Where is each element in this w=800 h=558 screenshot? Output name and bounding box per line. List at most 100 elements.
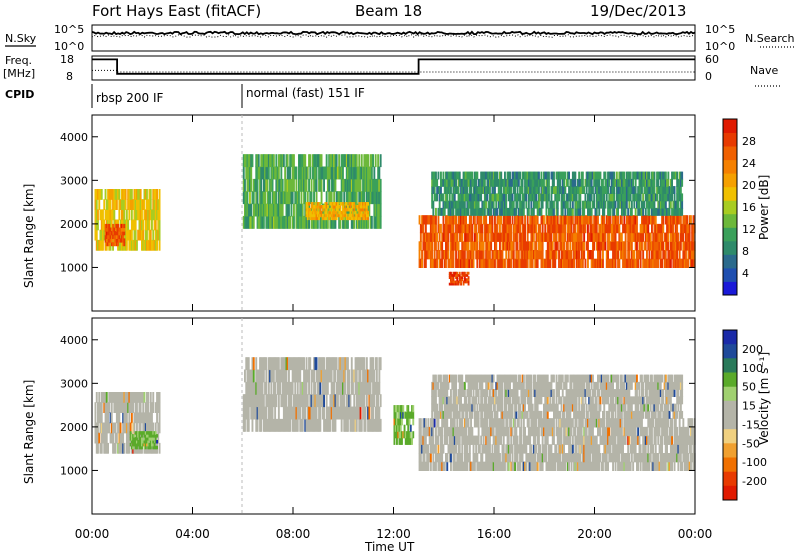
power-echo-cell <box>283 154 285 167</box>
power-echo-cell <box>528 208 530 216</box>
power-echo-cell <box>676 172 678 180</box>
power-echo-cell <box>326 154 328 167</box>
vel-echo-cell <box>427 444 429 453</box>
vel-echo-cell <box>515 427 517 436</box>
y-tick-label: 3000 <box>60 174 88 187</box>
power-echo-cell <box>610 208 612 216</box>
power-echo-cell <box>583 233 585 242</box>
vel-echo-cell <box>427 418 429 427</box>
vel-echo-cell <box>546 444 548 453</box>
power-echo-cell <box>112 224 114 228</box>
vel-echo-cell <box>115 443 117 454</box>
power-echo-cell <box>316 179 318 192</box>
plot-title: Fort Hays East (fitACF) <box>92 2 261 20</box>
vel-echo-cell <box>263 394 265 407</box>
power-echo-cell <box>635 208 637 216</box>
power-ylabel: Slant Range [km] <box>22 184 36 288</box>
power-echo-cell <box>435 215 437 224</box>
vel-echo-cell <box>542 462 544 471</box>
power-echo-cell <box>603 193 605 201</box>
vel-echo-cell <box>98 433 100 444</box>
power-echo-cell <box>654 201 656 209</box>
power-echo-cell <box>505 201 507 209</box>
power-echo-cell <box>323 179 325 192</box>
power-echo-cell <box>585 224 587 233</box>
vel-echo-cell <box>510 418 512 427</box>
power-echo-cell <box>380 191 382 204</box>
power-echo-cell <box>473 259 475 268</box>
vel-echo-cell <box>370 382 372 395</box>
power-echo-cell <box>146 230 148 241</box>
power-echo-cell <box>481 233 483 242</box>
power-echo-cell <box>269 191 271 204</box>
vel-echo-cell <box>123 443 125 454</box>
power-echo-cell <box>579 208 581 216</box>
power-echo-cell <box>596 208 598 216</box>
power-echo-cell <box>264 191 266 204</box>
power-echo-cell <box>536 224 538 233</box>
power-echo-cell <box>688 259 690 268</box>
power-echo-cell <box>563 193 565 201</box>
vel-echo-cell <box>466 462 468 471</box>
power-echo-cell <box>564 172 566 180</box>
power-echo-cell <box>488 233 490 242</box>
vel-echo-cell <box>420 453 422 462</box>
power-echo-cell <box>623 215 625 224</box>
power-echo-cell <box>113 228 115 232</box>
vel-echo-cell <box>446 462 448 471</box>
power-echo-cell <box>625 233 627 242</box>
power-echo-cell <box>654 179 656 187</box>
cpid-segment-2: normal (fast) 151 IF <box>246 86 365 100</box>
power-echo-cell <box>616 172 618 180</box>
noise-tick-right-bottom: 10^0 <box>705 40 735 53</box>
vel-echo-cell <box>401 438 403 445</box>
power-echo-cell <box>536 241 538 250</box>
power-echo-cell <box>476 233 478 242</box>
vel-echo-cell <box>373 370 375 383</box>
power-echo-cell <box>380 216 382 229</box>
vel-echo-cell <box>563 444 565 453</box>
vel-echo-cell <box>348 370 350 383</box>
vel-echo-cell <box>278 357 280 370</box>
power-echo-cell <box>287 154 289 167</box>
power-echo-cell <box>434 250 436 259</box>
power-echo-cell <box>144 199 146 210</box>
vel-echo-cell <box>308 370 310 383</box>
vel-echo-cell <box>361 419 363 432</box>
power-echo-cell <box>126 209 128 220</box>
power-echo-cell <box>459 172 461 180</box>
vel-echo-cell <box>151 412 153 423</box>
vel-echo-cell <box>479 444 481 453</box>
vel-echo-cell <box>454 453 456 462</box>
vel-echo-cell <box>446 418 448 427</box>
power-echo-cell <box>282 204 284 217</box>
power-echo-cell <box>454 193 456 201</box>
power-echo-cell <box>676 224 678 233</box>
power-echo-cell <box>110 228 112 232</box>
power-echo-cell <box>537 215 539 224</box>
vel-echo-cell <box>265 370 267 383</box>
power-echo-cell <box>679 250 681 259</box>
nsearch-line <box>92 35 695 37</box>
power-echo-cell <box>475 224 477 233</box>
vel-echo-cell <box>265 407 267 420</box>
vel-echo-cell <box>561 436 563 445</box>
power-echo-cell <box>267 179 269 192</box>
power-echo-cell <box>591 193 593 201</box>
power-echo-cell <box>260 179 262 192</box>
vel-echo-cell <box>122 433 124 444</box>
noise-tick-left-top: 10^5 <box>54 23 84 36</box>
power-echo-cell <box>569 201 571 209</box>
power-echo-cell <box>625 241 627 250</box>
power-echo-cell <box>558 250 560 259</box>
power-echo-cell <box>677 233 679 242</box>
vel-echo-cell <box>108 423 110 434</box>
vel-echo-cell <box>465 427 467 436</box>
vel-echo-cell <box>96 392 98 403</box>
power-echo-cell <box>311 179 313 192</box>
power-echo-cell <box>557 201 559 209</box>
power-echo-cell <box>671 193 673 201</box>
power-echo-cell <box>367 202 369 206</box>
power-echo-cell <box>435 208 437 216</box>
power-echo-cell <box>471 233 473 242</box>
